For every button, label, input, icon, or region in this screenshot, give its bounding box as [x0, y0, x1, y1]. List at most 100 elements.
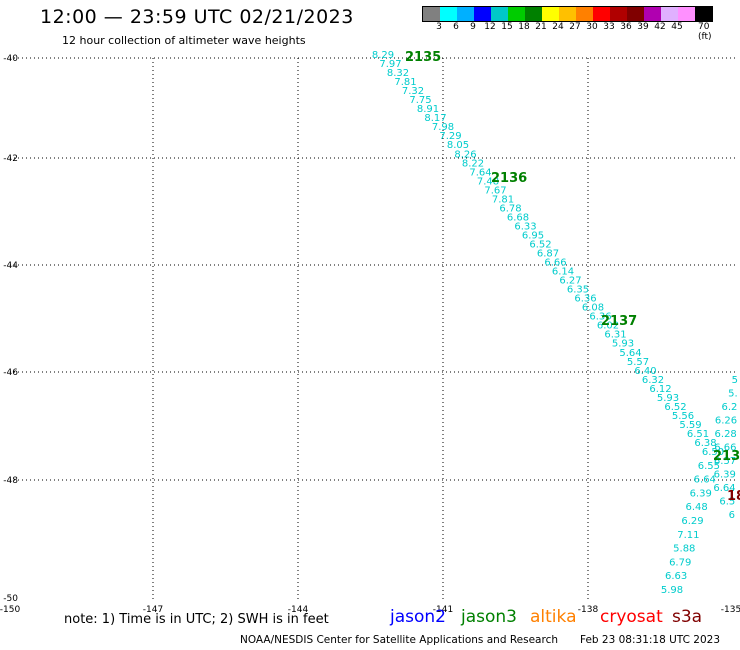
satellite-legend-item: s3a — [672, 607, 703, 627]
wave-height-value: 6.35 — [567, 285, 589, 296]
colorbar-tick-label: 36 — [620, 22, 632, 32]
map-title: 12:00 — 23:59 UTC 02/21/2023 — [40, 6, 354, 28]
wave-height-value: 5.98 — [661, 585, 683, 596]
colorbar-tick-label: 30 — [586, 22, 598, 32]
track-time-label: 213 — [713, 449, 740, 464]
altimeter-track-b: 5 5. 6.2 6.26 6.28 6.66 6.57 6.39 6.64 6.5 6 — [713, 375, 738, 521]
wave-height-value: 6.64 — [694, 475, 716, 486]
wave-height-value: 7.29 — [439, 131, 461, 142]
wave-height-value: 6.39 — [714, 470, 736, 481]
colorbar-swatch — [423, 7, 440, 21]
colorbar-swatch — [474, 7, 491, 21]
latitude-label: -44 — [3, 261, 18, 271]
wave-height-value: 8.05 — [447, 140, 469, 151]
wave-height-value: 5 — [732, 375, 738, 386]
wave-height-value: 5. — [728, 389, 738, 400]
wave-height-value: 6.68 — [507, 212, 529, 223]
wave-height-value: 6.52 — [664, 402, 686, 413]
wave-height-value: 6.57 — [714, 456, 736, 467]
wave-height-value: 6.66 — [544, 258, 566, 269]
wave-height-value: 5.93 — [612, 339, 634, 350]
wave-height-value: 6.39 — [690, 488, 712, 499]
wave-height-value: 6.2 — [721, 402, 737, 413]
track-time-label: 2136 — [491, 171, 527, 186]
colorbar-labels: 3 6 9 12 15 18 21 24 27 30 33 36 39 42 45 70 (ft) — [422, 22, 722, 42]
wave-height-value: 7.97 — [379, 59, 401, 70]
wave-height-value: 5.57 — [627, 357, 649, 368]
wave-height-value: 6.55 — [698, 461, 720, 472]
wave-height-value: 6.78 — [499, 203, 521, 214]
colorbar-swatch — [440, 7, 457, 21]
wave-height-value: 6.12 — [649, 384, 671, 395]
colorbar-swatch — [457, 7, 474, 21]
wave-height-value: 6.50 — [702, 447, 724, 458]
longitude-label: -147 — [143, 605, 163, 615]
altimeter-track-a: 8.297.978.327.817.327.758.918.177.987.29… — [372, 50, 724, 596]
wave-height-value: 8.22 — [462, 158, 484, 169]
wave-height-value: 6.52 — [529, 239, 551, 250]
colorbar-swatch — [525, 7, 542, 21]
wave-height-value: 6.95 — [522, 230, 544, 241]
colorbar-swatch — [661, 7, 678, 21]
latitude-label: -48 — [3, 476, 18, 486]
wave-height-value: 6.87 — [537, 249, 559, 260]
wave-height-value: 8.29 — [372, 50, 394, 61]
wave-height-value: 8.17 — [424, 113, 446, 124]
wave-height-value: 6.5 — [719, 497, 735, 508]
colorbar-tick-label: 24 — [552, 22, 564, 32]
axis-labels: -150 -147 -144 -141 -138 -135 -40 -42 -44 -46 -48 -… — [0, 54, 740, 615]
wave-height-value: 7.32 — [402, 86, 424, 97]
colorbar-tick-label: 45 — [671, 22, 683, 32]
wave-height-value: 6.64 — [713, 483, 735, 494]
colorbar-tick-label: 42 — [654, 22, 666, 32]
colorbar-tick-label: 15 — [501, 22, 513, 32]
wave-height-value: 7.75 — [409, 95, 431, 106]
wave-height-value: 7.64 — [469, 167, 491, 178]
colorbar-swatch — [542, 7, 559, 21]
wave-height-value: 5.88 — [673, 544, 695, 555]
track-time-label: 2137 — [601, 314, 637, 329]
wave-height-value: 5.64 — [619, 348, 641, 359]
wave-height-value: 6.29 — [681, 516, 703, 527]
wave-height-colorbar — [422, 6, 713, 22]
satellite-legend-item: jason3 — [461, 607, 517, 627]
wave-height-value: 6 — [729, 510, 735, 521]
colorbar-tick-label: 3 — [436, 22, 442, 32]
colorbar-swatch — [644, 7, 661, 21]
wave-height-value: 6.32 — [642, 375, 664, 386]
units-note: note: 1) Time is in UTC; 2) SWH is in fe… — [64, 612, 329, 627]
wave-height-value: 6.31 — [604, 330, 626, 341]
wave-height-value: 8.32 — [387, 68, 409, 79]
wave-height-value: 6.14 — [552, 267, 574, 278]
wave-height-value: 6.28 — [715, 429, 737, 440]
generated-timestamp: Feb 23 08:31:18 UTC 2023 — [580, 634, 720, 646]
track-time-label: 2135 — [405, 50, 441, 65]
colorbar-tick-label: 27 — [569, 22, 581, 32]
longitude-label: -138 — [578, 605, 599, 615]
wave-height-value: 6.27 — [559, 276, 581, 287]
satellite-legend-item: cryosat — [600, 607, 663, 627]
colorbar-swatch — [695, 7, 712, 21]
satellite-legend-item: jason2 — [390, 607, 446, 627]
wave-height-value: 6.02 — [597, 321, 619, 332]
wave-height-value: 5.59 — [679, 420, 701, 431]
wave-height-value: 7.81 — [492, 194, 514, 205]
map-subtitle: 12 hour collection of altimeter wave hei… — [62, 34, 306, 47]
wave-height-value: 5.56 — [672, 411, 694, 422]
longitude-label: -135 — [721, 605, 740, 615]
wave-height-value: 7.48 — [477, 176, 499, 187]
colorbar-tick-label: 70 (ft) — [698, 22, 712, 42]
wave-height-value: 7.11 — [677, 530, 699, 541]
wave-height-value: 6.66 — [714, 443, 736, 454]
longitude-label: -141 — [433, 605, 453, 615]
colorbar-swatch — [610, 7, 627, 21]
wave-height-value: 6.08 — [582, 303, 604, 314]
wave-height-value: 7.98 — [432, 122, 454, 133]
longitude-label: -150 — [0, 605, 20, 615]
track-time-label: 18 — [727, 489, 740, 504]
latitude-label: -46 — [3, 368, 18, 378]
wave-height-value: 6.79 — [669, 557, 691, 568]
wave-height-value: 6.40 — [634, 366, 656, 377]
